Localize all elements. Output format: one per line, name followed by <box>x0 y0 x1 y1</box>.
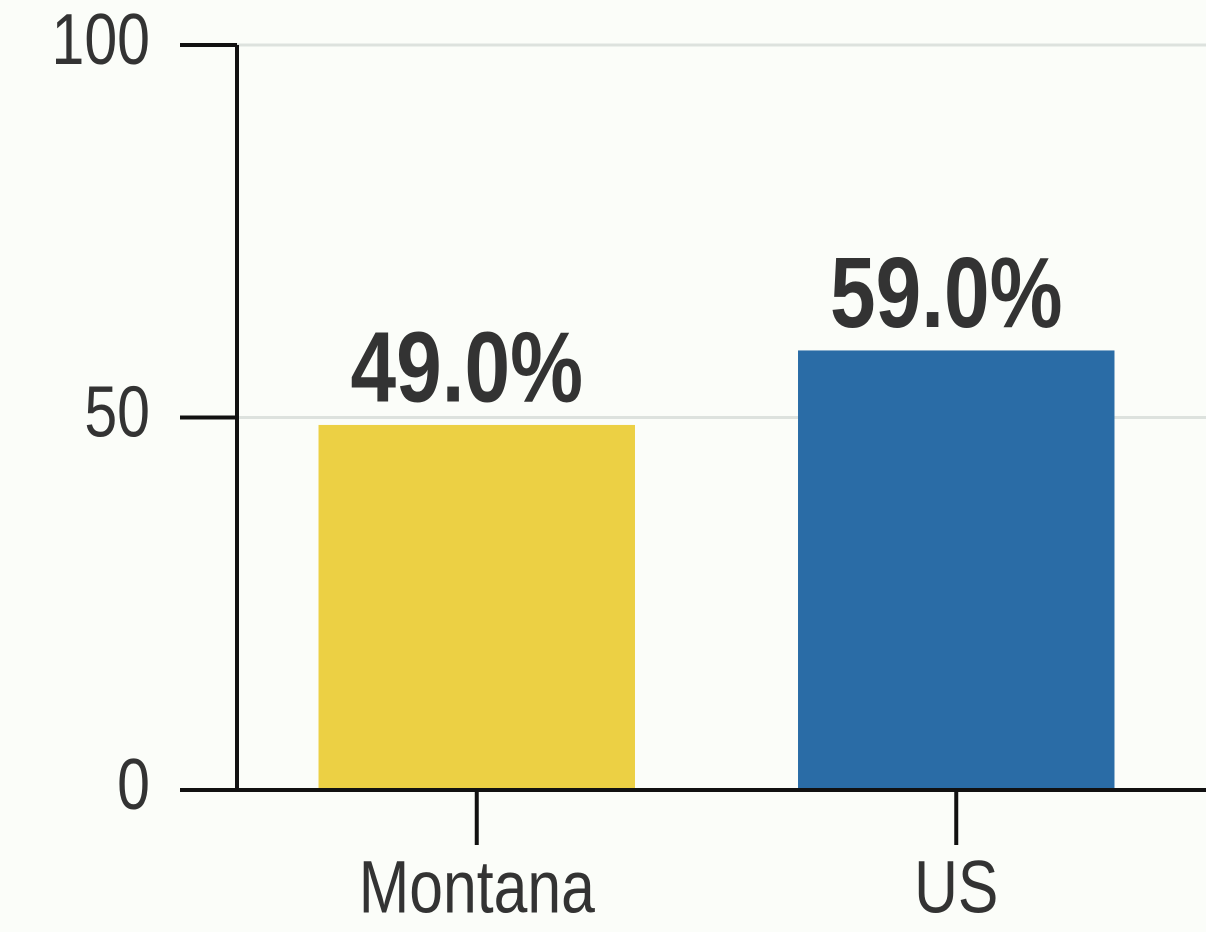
x-tick-label: US <box>914 847 998 929</box>
y-tick-label: 100 <box>52 0 150 79</box>
value-label: 59.0% <box>830 237 1063 349</box>
bar <box>318 424 635 790</box>
x-tick-label: Montana <box>359 847 595 929</box>
value-label: 49.0% <box>350 312 583 424</box>
bar <box>798 350 1115 790</box>
y-tick-label: 50 <box>84 371 150 452</box>
y-tick-label: 0 <box>117 743 150 824</box>
